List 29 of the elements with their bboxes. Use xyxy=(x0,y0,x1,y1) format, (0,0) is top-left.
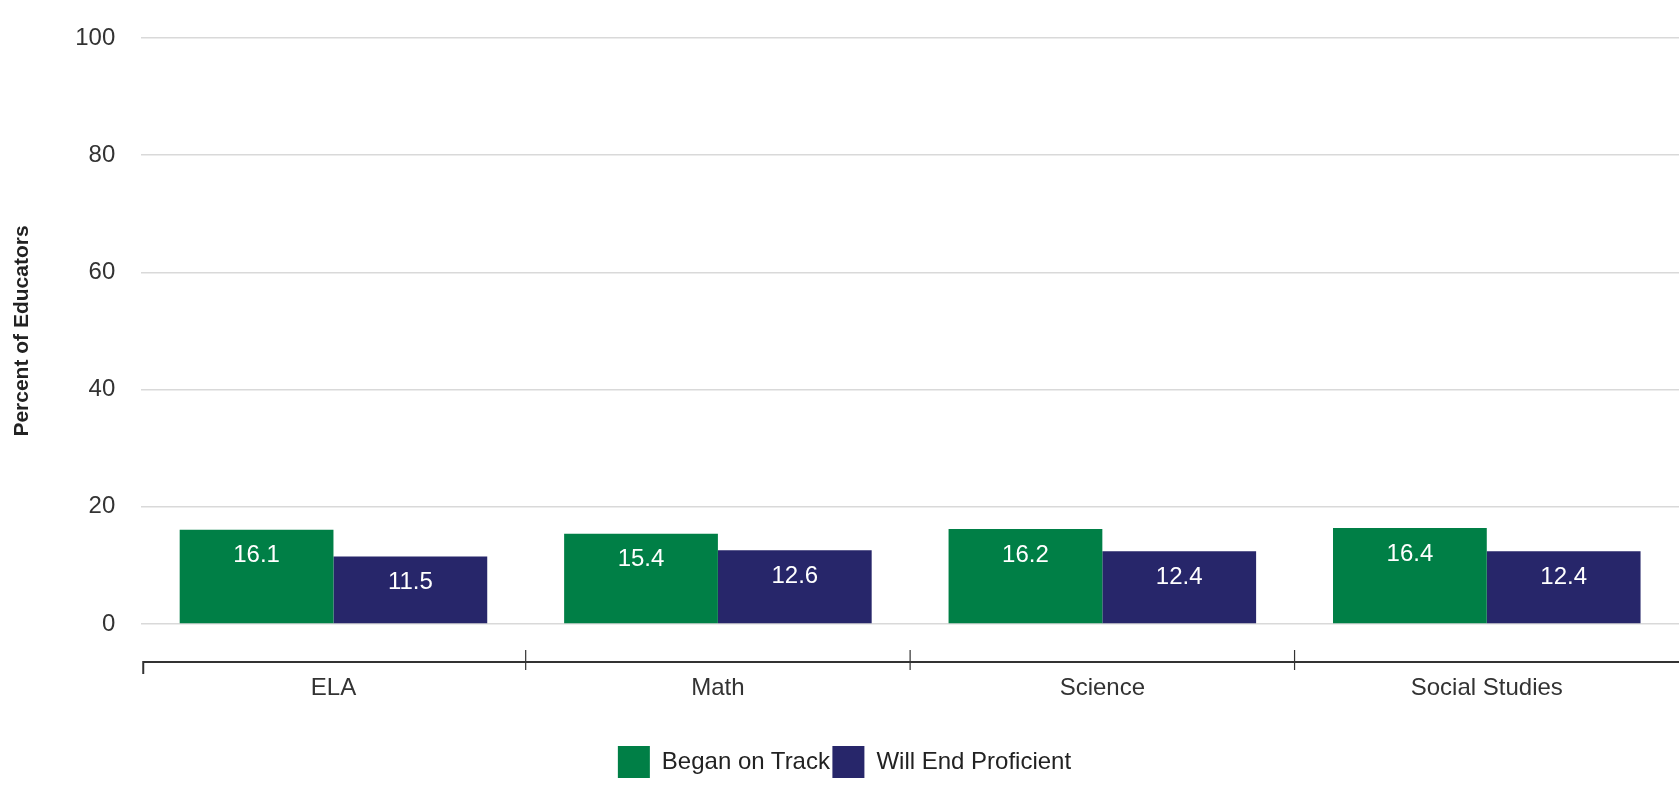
data-label: 16.1 xyxy=(233,540,280,568)
y-tick-label: 80 xyxy=(88,139,116,167)
data-label: 12.4 xyxy=(1540,561,1588,589)
bar xyxy=(333,556,488,624)
bar xyxy=(179,529,334,624)
y-tick-label: 0 xyxy=(101,608,116,636)
y-tick-label: 40 xyxy=(88,374,116,402)
y-tick-label: 20 xyxy=(88,491,116,519)
legend-label: Will End Proficient xyxy=(876,746,1072,774)
data-label: 12.6 xyxy=(771,560,819,588)
y-tick-label: 60 xyxy=(88,257,116,285)
data-label: 16.2 xyxy=(1002,539,1049,567)
bar xyxy=(564,533,718,624)
bar xyxy=(1102,551,1257,624)
y-axis-title: Percent of Educators xyxy=(9,225,33,437)
x-tick-label: Social Studies xyxy=(1410,672,1563,700)
data-label: 15.4 xyxy=(617,544,665,572)
x-tick-label: Science xyxy=(1059,672,1146,700)
bar xyxy=(717,550,872,624)
bar xyxy=(948,529,1103,624)
data-label: 11.5 xyxy=(387,567,433,595)
bar xyxy=(1486,551,1641,624)
data-label: 12.4 xyxy=(1155,561,1203,589)
legend-label: Began on Track xyxy=(661,746,831,774)
data-label: 16.4 xyxy=(1386,538,1434,566)
y-tick-label: 100 xyxy=(75,22,116,50)
bar xyxy=(1333,527,1487,624)
x-tick-label: ELA xyxy=(310,672,357,700)
x-tick-label: Math xyxy=(691,672,745,700)
